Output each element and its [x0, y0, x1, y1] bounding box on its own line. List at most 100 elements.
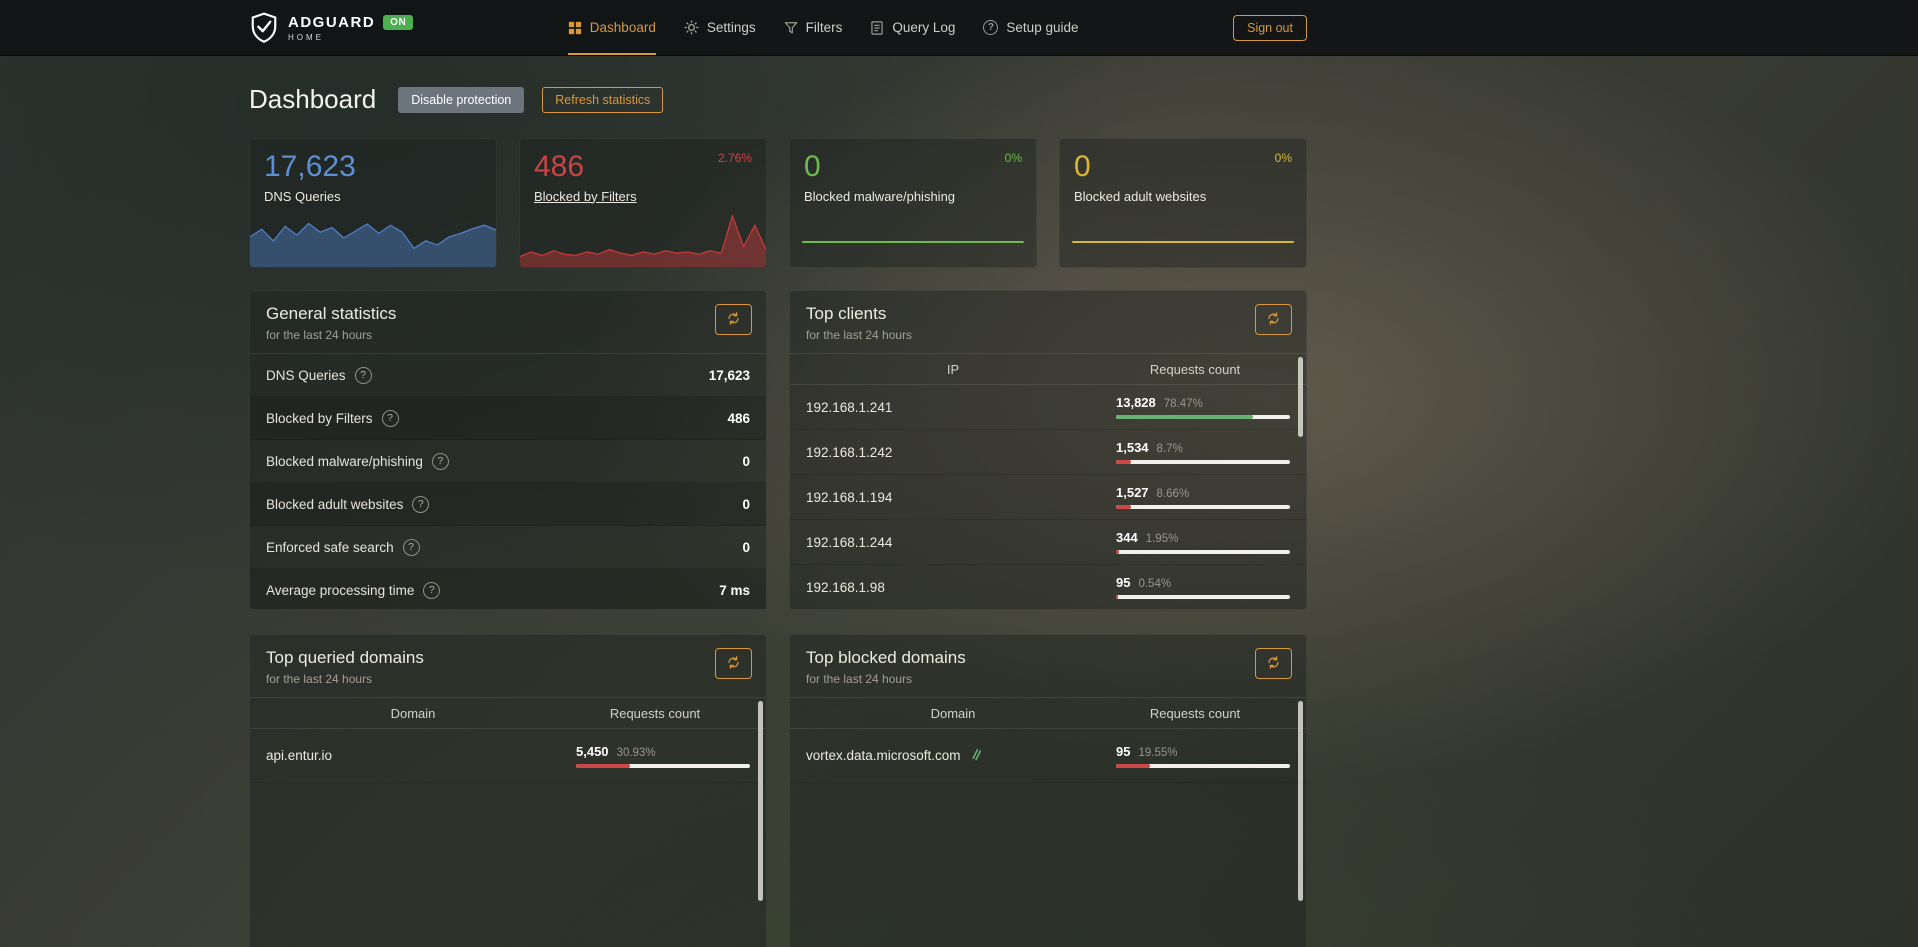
column-header-requests: Requests count: [1149, 705, 1241, 721]
column-header-ip: IP: [946, 361, 960, 377]
stat-row-average-processing-time: Average processing time? 7 ms: [250, 569, 766, 609]
column-header-domain: Domain: [390, 705, 436, 721]
help-icon[interactable]: ?: [412, 495, 430, 513]
stat-card-label: Blocked adult websites: [1074, 188, 1207, 204]
blocked-malware-count: 0: [804, 150, 821, 183]
progress-bar-fill: [1116, 550, 1120, 554]
requests-percent: 0.54%: [1138, 578, 1172, 590]
refresh-top-queried-button[interactable]: [715, 648, 752, 679]
blocked-by-filters-link[interactable]: Blocked by Filters: [534, 188, 637, 204]
progress-bar: [1116, 460, 1290, 464]
table-header: Domain Requests count: [250, 698, 766, 729]
blocked-adult-count: 0: [1074, 150, 1091, 183]
stat-row-value: 17,623: [708, 367, 750, 383]
panel-title: Top queried domains: [266, 648, 424, 667]
stat-card-blocked-adult: 0 Blocked adult websites 0%: [1059, 138, 1307, 268]
nav-filters[interactable]: Filters: [784, 0, 842, 55]
nav-label: Setup guide: [1006, 20, 1079, 35]
panel-subtitle: for the last 24 hours: [806, 672, 913, 686]
panel-subtitle: for the last 24 hours: [266, 672, 373, 686]
filtered-domain-icon: [969, 747, 984, 765]
client-ip[interactable]: 192.168.1.242: [806, 444, 893, 460]
refresh-top-clients-button[interactable]: [1255, 304, 1292, 335]
refresh-top-blocked-button[interactable]: [1255, 648, 1292, 679]
blocked-domain[interactable]: vortex.data.microsoft.com: [806, 748, 961, 763]
requests-count: 344: [1116, 530, 1138, 545]
refresh-general-statistics-button[interactable]: [715, 304, 752, 335]
requests-percent: 8.66%: [1156, 488, 1190, 500]
help-icon[interactable]: ?: [381, 409, 399, 427]
client-row: 192.168.1.244 344 1.95%: [790, 520, 1306, 565]
progress-bar-fill: [1116, 460, 1132, 464]
progress-bar: [1116, 763, 1290, 768]
blocked-malware-flatline-chart: [802, 241, 1024, 243]
refresh-icon: [1266, 311, 1281, 329]
nav-dashboard[interactable]: Dashboard: [567, 0, 656, 55]
client-row: 192.168.1.242 1,534 8.7%: [790, 430, 1306, 475]
queried-domain[interactable]: api.entur.io: [266, 748, 333, 763]
panel-title: Top blocked domains: [806, 648, 966, 667]
progress-bar: [1116, 505, 1290, 509]
client-ip[interactable]: 192.168.1.241: [806, 399, 893, 415]
stat-row-blocked-adult: Blocked adult websites? 0: [250, 483, 766, 526]
refresh-icon: [1266, 655, 1281, 673]
client-ip[interactable]: 192.168.1.194: [806, 489, 893, 505]
disable-protection-button[interactable]: Disable protection: [398, 86, 525, 113]
requests-percent: 1.95%: [1145, 533, 1179, 545]
nav-settings[interactable]: Settings: [684, 0, 756, 55]
top-blocked-domains-panel: Top blocked domains for the last 24 hour…: [789, 634, 1307, 947]
stat-row-value: 486: [727, 410, 750, 426]
blocked-filters-sparkline-chart: [520, 209, 766, 267]
progress-bar-fill: [576, 763, 630, 768]
page-title: Dashboard: [249, 84, 377, 114]
filter-funnel-icon: [784, 21, 798, 35]
nav-query-log[interactable]: Query Log: [870, 0, 955, 55]
scrollbar-thumb[interactable]: [1298, 357, 1303, 437]
refresh-icon: [726, 655, 741, 673]
stat-row-label: DNS Queries: [266, 367, 346, 383]
stat-row-value: 0: [742, 453, 750, 469]
stat-row-blocked-by-filters: Blocked by Filters? 486: [250, 397, 766, 440]
sign-out-button[interactable]: Sign out: [1233, 14, 1307, 41]
help-icon[interactable]: ?: [431, 452, 449, 470]
panel-title: Top clients: [806, 304, 887, 323]
stat-cards-row: 17,623 DNS Queries 486 Blocked by Filter…: [249, 138, 1307, 268]
nav-setup-guide[interactable]: ? Setup guide: [983, 0, 1078, 55]
help-icon[interactable]: ?: [354, 366, 372, 384]
client-ip[interactable]: 192.168.1.244: [806, 534, 893, 550]
stat-row-label: Blocked by Filters: [266, 410, 373, 426]
scrollbar-thumb[interactable]: [758, 701, 763, 901]
refresh-statistics-button[interactable]: Refresh statistics: [542, 86, 664, 113]
stat-row-label: Blocked adult websites: [266, 496, 404, 512]
stat-row-value: 7 ms: [719, 582, 750, 598]
column-header-requests: Requests count: [609, 705, 701, 721]
question-circle-icon: ?: [983, 20, 999, 35]
table-header: IP Requests count: [790, 354, 1306, 385]
client-ip[interactable]: 192.168.1.98: [806, 579, 885, 595]
domain-row: api.entur.io 5,450 30.93%: [250, 729, 766, 783]
adguard-home-logo[interactable]: ADGUARD ON HOME: [249, 0, 414, 55]
stat-card-blocked-malware: 0 Blocked malware/phishing 0%: [789, 138, 1037, 268]
dns-queries-count: 17,623: [264, 150, 356, 183]
document-log-icon: [870, 20, 884, 35]
gear-icon: [684, 20, 699, 35]
table-header: Domain Requests count: [790, 698, 1306, 729]
brand-subtitle: HOME: [288, 32, 324, 42]
help-icon[interactable]: ?: [423, 581, 441, 599]
requests-count: 1,534: [1116, 440, 1149, 455]
help-icon[interactable]: ?: [402, 538, 420, 556]
requests-count: 13,828: [1116, 395, 1156, 410]
stat-card-badge: 0%: [1004, 151, 1022, 165]
domain-row: vortex.data.microsoft.com 95 19.55%: [790, 729, 1306, 783]
progress-bar-fill: [1116, 415, 1253, 419]
client-row: 192.168.1.98 95 0.54%: [790, 565, 1306, 609]
protection-status-badge: ON: [383, 14, 414, 30]
nav-label: Dashboard: [589, 20, 656, 35]
requests-percent: 78.47%: [1163, 398, 1203, 410]
stat-row-enforced-safe-search: Enforced safe search? 0: [250, 526, 766, 569]
dashboard-icon: [568, 21, 582, 35]
scrollbar-thumb[interactable]: [1298, 701, 1303, 901]
requests-count: 1,527: [1116, 485, 1149, 500]
panel-header: Top clients for the last 24 hours: [790, 291, 1306, 354]
client-row: 192.168.1.194 1,527 8.66%: [790, 475, 1306, 520]
